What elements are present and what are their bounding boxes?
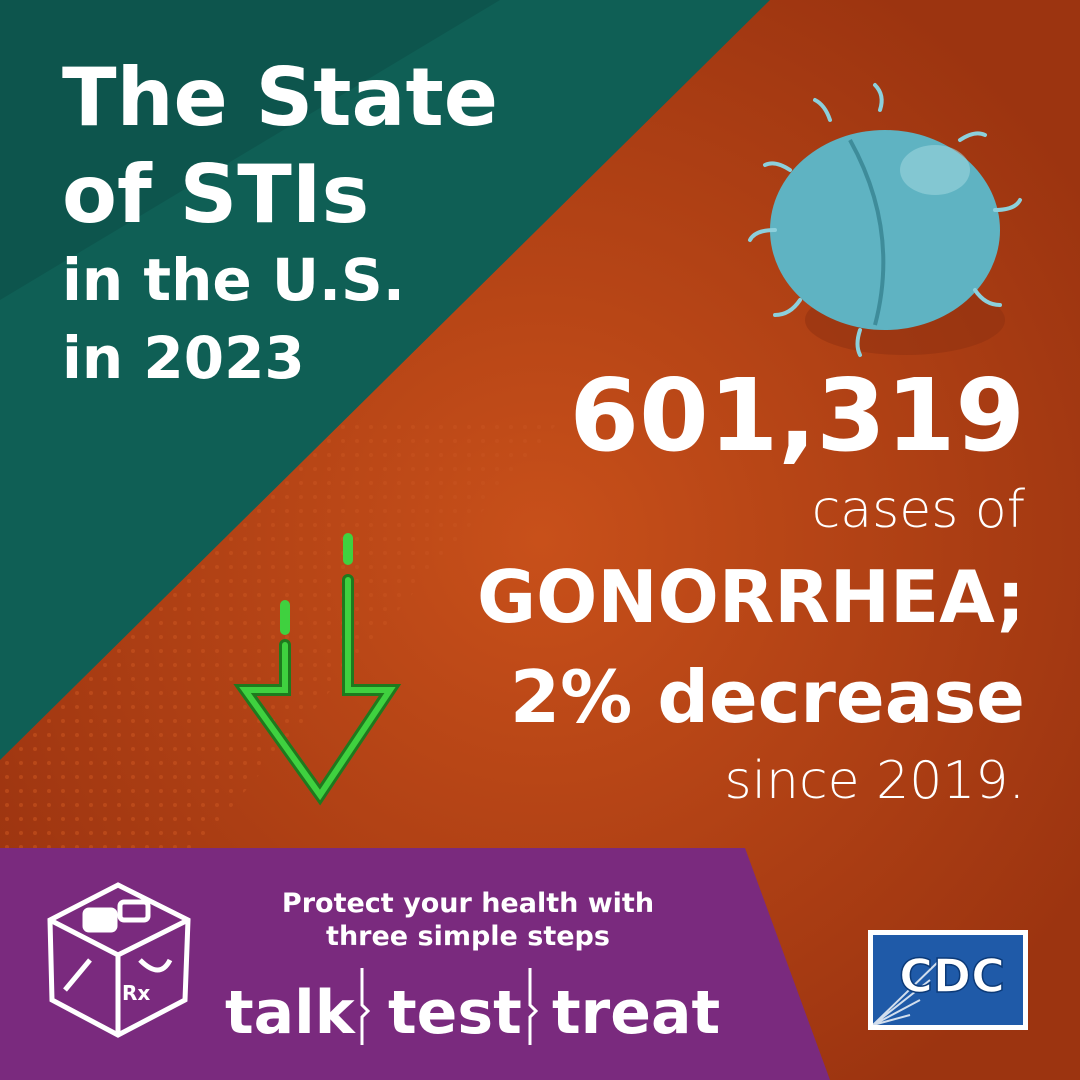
case-count: 601,319 <box>570 357 1025 474</box>
steps-icon <box>47 882 191 1038</box>
teal-panel <box>0 0 770 760</box>
step: treat <box>552 978 720 1048</box>
cdc-logo: CDC <box>868 930 1028 1030</box>
step: test <box>388 978 522 1048</box>
title-line: The State <box>62 51 498 144</box>
stat-line: GONORRHEA; <box>477 555 1025 639</box>
step: talk <box>225 978 357 1048</box>
logo-text: CDC <box>899 949 1005 1003</box>
title-line: in 2023 <box>62 324 305 392</box>
footer-line: three simple steps <box>326 921 610 952</box>
teal-shade <box>0 0 500 300</box>
footer-line: Protect your health with <box>282 888 654 919</box>
title-line: in the U.S. <box>62 246 405 314</box>
stat-line: since 2019. <box>725 751 1025 811</box>
stat-line: 2% decrease <box>510 655 1025 739</box>
step-separators <box>360 968 539 1045</box>
title-line: of STIs <box>62 148 369 241</box>
footer-banner <box>0 848 830 1080</box>
stat-line: cases of <box>812 480 1026 540</box>
icon-label: Rx <box>122 981 150 1005</box>
bacterium <box>748 83 1022 357</box>
down-arrow <box>233 533 402 806</box>
